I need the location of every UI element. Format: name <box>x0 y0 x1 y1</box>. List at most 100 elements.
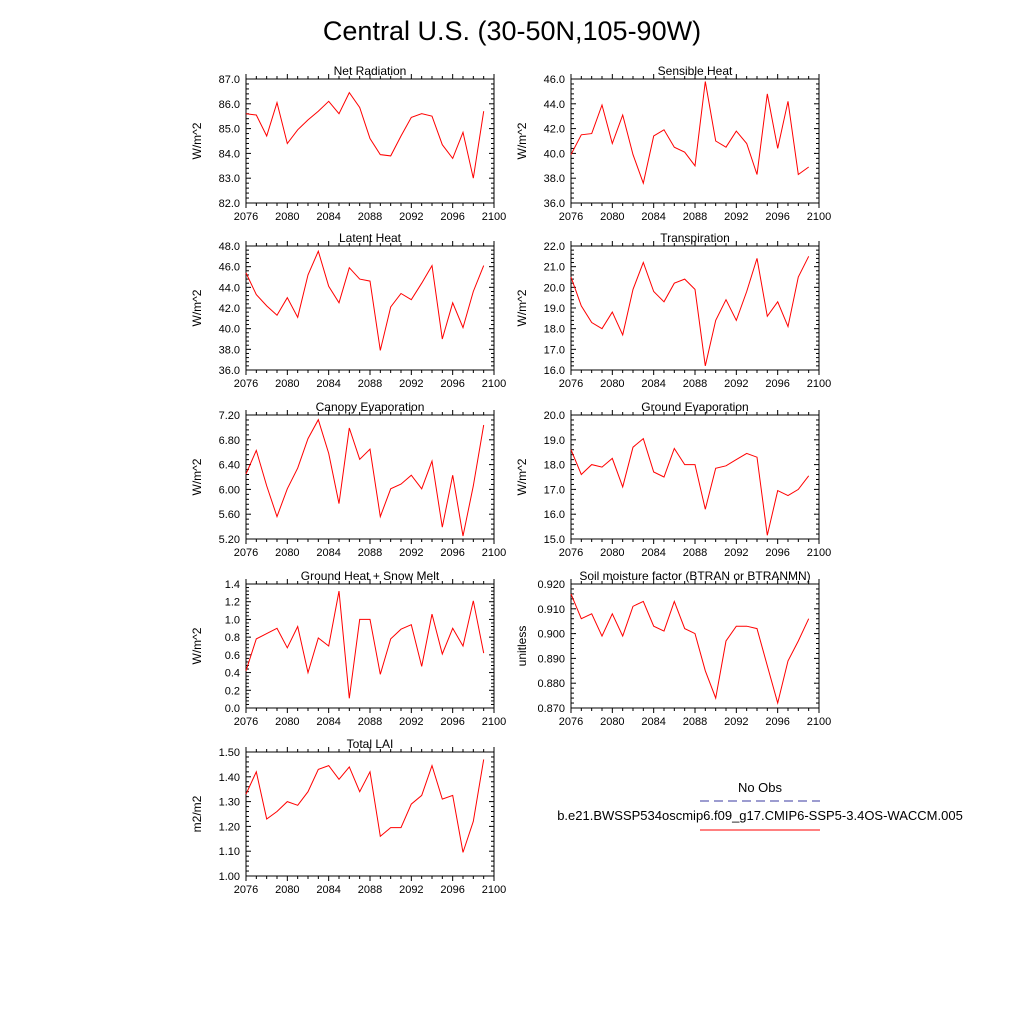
x-tick-label: 2076 <box>559 716 583 728</box>
y-tick-label: 1.20 <box>219 821 240 833</box>
series-line <box>245 418 485 537</box>
y-tick-label: 36.0 <box>219 365 240 377</box>
panels-group: Net Radiation W/m^2 82.0 83.0 84.0 85.0 86.0 87… <box>190 64 831 896</box>
y-tick-label: 1.0 <box>225 614 240 626</box>
x-tick-label: 2084 <box>641 547 665 559</box>
legend: No Obs b.e21.BWSSP534oscmip6.f09_g17.CMI… <box>557 780 963 831</box>
x-tick-label: 2096 <box>440 211 464 223</box>
y-tick-label: 0.920 <box>537 579 565 591</box>
y-tick-label: 6.40 <box>219 460 240 472</box>
y-tick-label: 46.0 <box>219 262 240 274</box>
series-line <box>570 437 810 536</box>
y-tick-label: 0.900 <box>537 629 565 641</box>
y-tick-label: 15.0 <box>544 534 565 546</box>
y-axis-label: unitless <box>515 626 529 667</box>
y-axis-label: W/m^2 <box>190 289 204 326</box>
y-tick-label: 0.910 <box>537 604 565 616</box>
x-tick-label: 2092 <box>724 378 748 390</box>
x-tick-label: 2092 <box>399 211 423 223</box>
plot-frame <box>245 78 495 204</box>
plot-frame <box>570 583 820 709</box>
y-tick-label: 42.0 <box>544 124 565 136</box>
x-tick-label: 2092 <box>399 547 423 559</box>
x-tick-label: 2088 <box>358 547 382 559</box>
panel-2: Sensible Heat W/m^2 36.0 38.0 40.0 42.0 44.0 46… <box>515 64 831 223</box>
y-tick-label: 38.0 <box>219 344 240 356</box>
panel-title: Soil moisture factor (BTRAN or BTRANMN) <box>579 569 810 583</box>
y-tick-label: 0.0 <box>225 703 240 715</box>
y-tick-label: 38.0 <box>544 173 565 185</box>
y-tick-label: 40.0 <box>219 324 240 336</box>
y-tick-label: 21.0 <box>544 262 565 274</box>
x-tick-label: 2100 <box>482 716 506 728</box>
y-tick-label: 1.30 <box>219 797 240 809</box>
x-tick-label: 2092 <box>399 716 423 728</box>
x-tick-label: 2096 <box>765 547 789 559</box>
panel-title: Net Radiation <box>334 64 407 78</box>
x-tick-label: 2088 <box>683 211 707 223</box>
x-tick-label: 2096 <box>440 378 464 390</box>
x-tick-label: 2088 <box>683 378 707 390</box>
panel-9: Total LAI m2/m2 1.00 1.10 1.20 1.30 1.40 1.50 20… <box>190 737 506 896</box>
x-tick-label: 2084 <box>316 378 340 390</box>
x-tick-label: 2100 <box>807 547 831 559</box>
panel-title: Sensible Heat <box>658 64 733 78</box>
y-tick-label: 46.0 <box>544 74 565 86</box>
series-line <box>245 249 485 351</box>
y-tick-label: 0.880 <box>537 678 565 690</box>
y-tick-label: 0.4 <box>225 668 240 680</box>
x-tick-label: 2080 <box>600 211 624 223</box>
x-tick-label: 2076 <box>234 884 258 896</box>
x-tick-label: 2076 <box>559 211 583 223</box>
x-tick-label: 2084 <box>641 378 665 390</box>
x-tick-label: 2088 <box>683 547 707 559</box>
y-tick-label: 17.0 <box>544 344 565 356</box>
x-tick-label: 2092 <box>724 211 748 223</box>
panel-title: Ground Evaporation <box>641 400 748 414</box>
panel-title: Total LAI <box>347 737 394 751</box>
x-tick-label: 2092 <box>724 716 748 728</box>
panel-title: Latent Heat <box>339 231 402 245</box>
y-tick-label: 22.0 <box>544 241 565 253</box>
series-line <box>245 759 485 853</box>
x-tick-label: 2080 <box>275 211 299 223</box>
x-tick-label: 2092 <box>399 884 423 896</box>
panel-1: Net Radiation W/m^2 82.0 83.0 84.0 85.0 86.0 87… <box>190 64 506 223</box>
y-tick-label: 83.0 <box>219 173 240 185</box>
x-tick-label: 2088 <box>358 211 382 223</box>
y-axis-label: W/m^2 <box>190 627 204 664</box>
y-tick-label: 5.20 <box>219 534 240 546</box>
y-tick-label: 1.4 <box>225 579 240 591</box>
plot-frame <box>570 414 820 540</box>
x-tick-label: 2084 <box>316 547 340 559</box>
y-tick-label: 17.0 <box>544 484 565 496</box>
plot-frame <box>245 751 495 877</box>
x-tick-label: 2096 <box>765 378 789 390</box>
y-tick-label: 16.0 <box>544 509 565 521</box>
panel-3: Latent Heat W/m^2 36.0 38.0 40.0 42.0 44.0 46.0… <box>190 231 506 390</box>
y-tick-label: 1.2 <box>225 597 240 609</box>
y-tick-label: 1.40 <box>219 772 240 784</box>
x-tick-label: 2076 <box>234 547 258 559</box>
y-tick-label: 7.20 <box>219 410 240 422</box>
legend-model-label: b.e21.BWSSP534oscmip6.f09_g17.CMIP6-SSP5… <box>557 808 963 823</box>
x-tick-label: 2096 <box>440 547 464 559</box>
x-tick-label: 2096 <box>765 211 789 223</box>
panel-4: Transpiration W/m^2 16.0 17.0 18.0 19.0 20.0 21… <box>515 231 831 390</box>
y-axis-label: W/m^2 <box>190 458 204 495</box>
y-tick-label: 18.0 <box>544 324 565 336</box>
y-tick-label: 6.80 <box>219 435 240 447</box>
y-tick-label: 0.2 <box>225 685 240 697</box>
x-tick-label: 2092 <box>399 378 423 390</box>
y-tick-label: 1.00 <box>219 871 240 883</box>
y-tick-label: 87.0 <box>219 74 240 86</box>
y-tick-label: 44.0 <box>544 99 565 111</box>
y-tick-label: 19.0 <box>544 435 565 447</box>
x-tick-label: 2084 <box>641 716 665 728</box>
series-line <box>570 81 809 185</box>
legend-obs-label: No Obs <box>738 780 783 795</box>
x-tick-label: 2080 <box>275 378 299 390</box>
panel-title: Transpiration <box>660 231 730 245</box>
x-tick-label: 2080 <box>600 547 624 559</box>
x-tick-label: 2088 <box>358 378 382 390</box>
